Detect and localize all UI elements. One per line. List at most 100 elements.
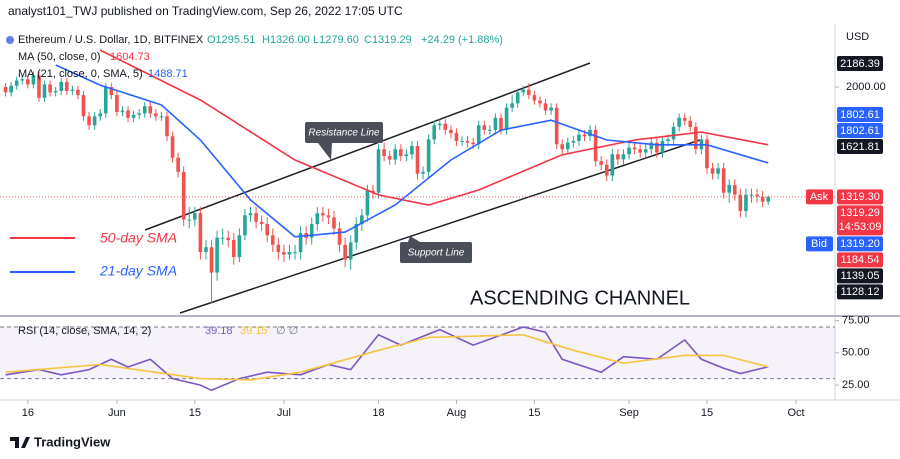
candle-body [26,79,30,85]
candle-body [181,171,186,220]
candle-body [265,224,269,236]
candle-body [81,95,86,117]
candle-body [710,168,715,174]
x-tick-label: Sep [619,407,639,419]
candle-body [443,123,448,130]
candle-body [460,141,464,143]
legend-ohlc: L1279.60 [313,34,359,46]
candle-body [738,194,743,212]
candle-body [655,142,659,153]
candle-body [399,149,403,156]
candle-body [248,213,253,216]
candle-body [332,217,336,229]
footer-bar [0,426,900,459]
candle-body [165,116,169,137]
price-tag: Ask [810,191,829,203]
candle-body [226,237,231,241]
candle-body [666,139,670,142]
candle-body [215,237,219,273]
candle-body [682,117,687,121]
logo-icon [10,437,30,448]
candle-body [721,168,726,193]
candle-body [343,244,347,260]
legend-ma: MA (50, close, 0) [18,51,101,63]
price-label: 1128.12 [841,286,880,298]
line [55,64,769,238]
candle-body [593,129,598,162]
candle-body [243,215,247,236]
x-tick-label: Aug [447,407,467,419]
candle-body [92,116,97,126]
candle-body [220,237,225,239]
x-tick-label: 15 [701,407,713,419]
candle-body [627,147,631,155]
price-label-box [837,252,883,268]
axis-unit: USD [846,31,869,43]
resistance-callout [305,122,383,143]
candle-body [120,110,125,112]
candle-body [76,89,80,96]
annotation: 50-day SMA [100,230,177,246]
price-label-box [837,236,883,252]
candle-body [159,116,164,118]
candle-body [148,106,153,114]
candle-body [527,89,531,96]
candle-body [348,242,353,260]
candle-body [198,213,203,253]
price-label: 1802.61 [840,109,880,121]
candle-body [415,145,420,174]
candle-body [755,194,759,197]
candle-body [538,100,542,104]
candle-body [532,95,537,101]
candle-body [471,142,475,145]
support-callout [400,242,472,263]
candle-body [337,228,342,245]
candle-body [476,125,481,145]
candle-body [193,213,197,220]
candle-body [504,107,509,130]
candle-body [437,123,442,126]
x-tick-label: Oct [787,407,804,419]
symbol-icon [6,36,14,44]
candle-body [649,142,654,150]
y-tick-label: 75.00 [842,314,870,326]
candle-body [705,139,709,169]
candle-body [660,141,665,153]
candle-body [115,95,119,112]
candle-body [254,213,258,222]
candle-body [454,133,459,142]
logo-text[interactable]: TradingView [34,434,111,449]
candle-body [309,224,314,238]
candle-body [204,247,208,253]
legend-ohlc: C1319.29 [364,34,412,46]
candle-body [282,252,286,255]
line [99,49,769,206]
candle-body [14,80,19,86]
candle-body [259,221,264,225]
price-label-box [837,138,883,154]
candle-body [237,235,242,258]
candle-body [48,84,52,93]
candle-body [410,145,414,155]
candle-body [588,129,592,137]
candle-body [20,79,25,81]
y-tick-label: 25.00 [842,379,870,391]
x-tick-label: Jun [108,407,126,419]
candle-body [31,75,36,85]
candle-body [154,113,158,117]
candle-body [37,75,41,98]
candle-body [610,154,615,176]
rsi-value: 39.18 [205,325,233,337]
candle-body [554,107,559,145]
legend-ma-value: 1604.73 [110,51,150,63]
candle-body [744,194,748,212]
byline: analyst101_TWJ published on TradingView.… [8,4,403,18]
price-label: 1319.30 [840,191,880,203]
candle-body [3,87,8,93]
price-label: 1621.81 [840,141,880,153]
y-tick-label: 50.00 [842,347,870,359]
candle-body [421,171,425,174]
candle-body [315,213,320,225]
candle-body [733,184,737,195]
